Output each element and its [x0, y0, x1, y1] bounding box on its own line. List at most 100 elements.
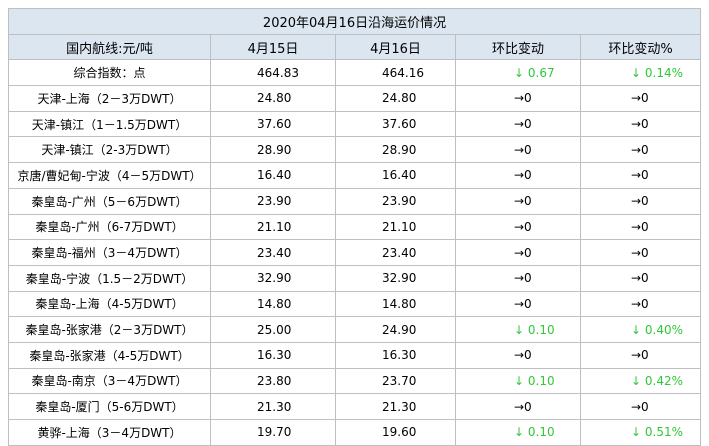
table-cell: 天津-上海（2－3万DWT）: [8, 85, 211, 112]
freight-table: 2020年04月16日沿海运价情况 国内航线:元/吨 4月15日 4月16日 环比变动…: [7, 8, 702, 446]
table-cell: ↓ 0.51%: [579, 419, 702, 446]
table-cell: →0: [455, 264, 581, 292]
table-cell: 16.40: [210, 162, 336, 189]
table-cell: →0: [455, 393, 581, 420]
table-cell: 23.90: [210, 187, 336, 215]
table-row: 秦皇岛-上海（4-5万DWT） 14.80 14.80 →0 →0: [8, 290, 702, 318]
table-cell: 23.40: [335, 239, 456, 266]
table-row: 秦皇岛-张家港（2－3万DWT） 25.00 24.90 ↓ 0.10 ↓ 0.40%: [8, 316, 702, 343]
table-cell: 21.30: [335, 393, 456, 420]
table-cell: →0: [579, 187, 702, 215]
table-cell: 23.80: [210, 367, 336, 395]
table-row: 天津-镇江（1－1.5万DWT） 37.60 37.60 →0 →0: [8, 110, 702, 138]
table-cell: 秦皇岛-广州（6-7万DWT）: [8, 213, 211, 241]
table-row: 天津-镇江（2-3万DWT） 28.90 28.90 →0 →0: [8, 136, 702, 164]
table-cell: 秦皇岛-张家港（2－3万DWT）: [8, 316, 211, 343]
table-cell: 秦皇岛-上海（4-5万DWT）: [8, 290, 211, 318]
table-cell: 24.90: [335, 316, 456, 343]
table-row: 秦皇岛-宁波（1.5－2万DWT） 32.90 32.90 →0 →0: [8, 264, 702, 292]
table-cell: →0: [579, 110, 702, 138]
table-cell: 秦皇岛-南京（3－4万DWT）: [8, 367, 211, 395]
header-cell: 4月15日: [210, 33, 336, 61]
table-cell: 23.90: [335, 187, 456, 215]
table-cell: 23.40: [210, 239, 336, 266]
header-cell: 国内航线:元/吨: [8, 33, 211, 61]
table-cell: 28.90: [210, 136, 336, 164]
table-row: 综合指数：点 464.83 464.16 ↓ 0.67 ↓ 0.14%: [8, 59, 702, 87]
table-cell: →0: [579, 264, 702, 292]
table-cell: 16.30: [335, 341, 456, 369]
table-cell: →0: [455, 187, 581, 215]
table-cell: →0: [455, 136, 581, 164]
table-cell: ↓ 0.10: [455, 367, 581, 395]
table-row: 秦皇岛-厦门（5-6万DWT） 21.30 21.30 →0 →0: [8, 393, 702, 420]
table-cell: ↓ 0.40%: [579, 316, 702, 343]
table-cell: 21.10: [335, 213, 456, 241]
table-row: 天津-上海（2－3万DWT） 24.80 24.80 →0 →0: [8, 85, 702, 112]
table-cell: →0: [579, 162, 702, 189]
table-cell: 天津-镇江（1－1.5万DWT）: [8, 110, 211, 138]
table-cell: 京唐/曹妃甸-宁波（4－5万DWT）: [8, 162, 211, 189]
table-cell: 秦皇岛-广州（5－6万DWT）: [8, 187, 211, 215]
table-cell: 21.10: [210, 213, 336, 241]
table-row: 秦皇岛-广州（5－6万DWT） 23.90 23.90 →0 →0: [8, 187, 702, 215]
page: 2020年04月16日沿海运价情况 国内航线:元/吨 4月15日 4月16日 环比变动…: [7, 8, 702, 446]
header-row: 国内航线:元/吨 4月15日 4月16日 环比变动 环比变动%: [8, 33, 702, 61]
table-cell: →0: [579, 136, 702, 164]
table-cell: →0: [455, 110, 581, 138]
table-cell: 37.60: [335, 110, 456, 138]
table-cell: 24.80: [335, 85, 456, 112]
table-cell: 21.30: [210, 393, 336, 420]
table-cell: 秦皇岛-张家港（4-5万DWT）: [8, 341, 211, 369]
table-cell: 14.80: [335, 290, 456, 318]
table-cell: →0: [579, 85, 702, 112]
table-cell: 天津-镇江（2-3万DWT）: [8, 136, 211, 164]
table-cell: ↓ 0.10: [455, 316, 581, 343]
table-cell: 19.60: [335, 419, 456, 446]
table-cell: →0: [455, 290, 581, 318]
table-cell: 24.80: [210, 85, 336, 112]
table-cell: 32.90: [335, 264, 456, 292]
table-cell: 19.70: [210, 419, 336, 446]
table-cell: 综合指数：点: [8, 59, 211, 87]
table-cell: ↓ 0.10: [455, 419, 581, 446]
table-cell: 秦皇岛-宁波（1.5－2万DWT）: [8, 264, 211, 292]
table-cell: 464.16: [335, 59, 456, 87]
table-cell: →0: [455, 85, 581, 112]
table-cell: 16.40: [335, 162, 456, 189]
table-cell: →0: [455, 213, 581, 241]
table-row: 京唐/曹妃甸-宁波（4－5万DWT） 16.40 16.40 →0 →0: [8, 162, 702, 189]
table-cell: 23.70: [335, 367, 456, 395]
table-cell: 37.60: [210, 110, 336, 138]
table-cell: 秦皇岛-福州（3－4万DWT）: [8, 239, 211, 266]
table-cell: 14.80: [210, 290, 336, 318]
table-cell: →0: [455, 162, 581, 189]
header-cell: 环比变动: [455, 33, 581, 61]
table-row: 秦皇岛-南京（3－4万DWT） 23.80 23.70 ↓ 0.10 ↓ 0.42%: [8, 367, 702, 395]
table-cell: →0: [579, 213, 702, 241]
table-cell: →0: [579, 341, 702, 369]
table-cell: ↓ 0.42%: [579, 367, 702, 395]
table-cell: 黄骅-上海（3－4万DWT）: [8, 419, 211, 446]
table-body: 综合指数：点 464.83 464.16 ↓ 0.67 ↓ 0.14% 天津-上海（2－3…: [8, 59, 702, 446]
table-cell: →0: [579, 393, 702, 420]
header-cell: 环比变动%: [579, 33, 702, 61]
table-cell: 464.83: [210, 59, 336, 87]
table-cell: ↓ 0.14%: [579, 59, 702, 87]
table-row: 秦皇岛-广州（6-7万DWT） 21.10 21.10 →0 →0: [8, 213, 702, 241]
table-cell: 秦皇岛-厦门（5-6万DWT）: [8, 393, 211, 420]
table-cell: 16.30: [210, 341, 336, 369]
table-cell: →0: [579, 290, 702, 318]
table-title: 2020年04月16日沿海运价情况: [7, 8, 702, 35]
table-cell: 32.90: [210, 264, 336, 292]
table-cell: 28.90: [335, 136, 456, 164]
table-row: 黄骅-上海（3－4万DWT） 19.70 19.60 ↓ 0.10 ↓ 0.51%: [8, 419, 702, 446]
table-cell: 25.00: [210, 316, 336, 343]
table-cell: →0: [455, 239, 581, 266]
table-cell: →0: [455, 341, 581, 369]
table-cell: →0: [579, 239, 702, 266]
table-cell: ↓ 0.67: [455, 59, 581, 87]
table-row: 秦皇岛-张家港（4-5万DWT） 16.30 16.30 →0 →0: [8, 341, 702, 369]
table-row: 秦皇岛-福州（3－4万DWT） 23.40 23.40 →0 →0: [8, 239, 702, 266]
header-cell: 4月16日: [335, 33, 456, 61]
